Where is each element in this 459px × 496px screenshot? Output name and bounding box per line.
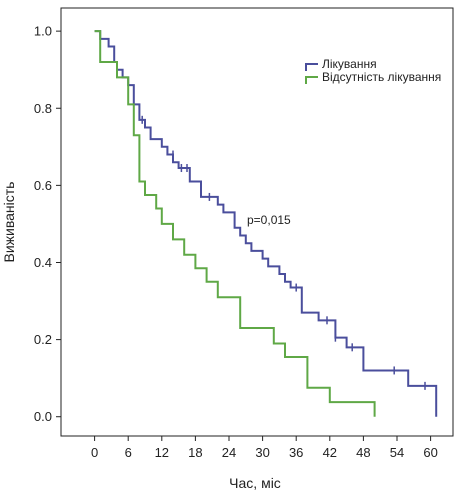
x-tick-label: 24 xyxy=(222,445,236,460)
y-tick-label: 0.6 xyxy=(34,178,52,193)
x-tick-label: 54 xyxy=(390,445,404,460)
legend-label-treatment: Лікування xyxy=(322,57,377,71)
y-axis: 0.0 0.2 0.4 0.6 0.8 1.0 xyxy=(34,24,61,424)
x-tick-label: 18 xyxy=(188,445,202,460)
x-tick-label: 36 xyxy=(289,445,303,460)
x-tick-label: 6 xyxy=(125,445,132,460)
x-tick-label: 0 xyxy=(91,445,98,460)
plot-frame xyxy=(60,7,454,437)
series-layer xyxy=(94,30,438,417)
x-tick-label: 48 xyxy=(356,445,370,460)
x-axis: 0 6 12 18 24 30 36 42 48 54 60 xyxy=(91,436,438,460)
plot-area xyxy=(60,7,454,437)
x-tick-label: 30 xyxy=(255,445,269,460)
legend: Лікування Відсутність лікування xyxy=(305,57,441,84)
series-line-no-treatment xyxy=(94,30,376,417)
legend-swatch-treatment xyxy=(305,63,318,71)
y-tick-label: 0.0 xyxy=(34,409,52,424)
x-tick-label: 60 xyxy=(423,445,437,460)
x-tick-label: 42 xyxy=(323,445,337,460)
y-tick-label: 0.4 xyxy=(34,255,52,270)
p-value-annotation: p=0,015 xyxy=(247,213,291,227)
x-tick-label: 12 xyxy=(155,445,169,460)
y-tick-label: 1.0 xyxy=(34,24,52,39)
y-axis-title: Виживаність xyxy=(1,182,17,263)
legend-swatch-no-treatment xyxy=(305,76,318,84)
y-tick-label: 0.8 xyxy=(34,101,52,116)
y-tick-label: 0.2 xyxy=(34,332,52,347)
legend-label-no-treatment: Відсутність лікування xyxy=(322,70,441,84)
x-axis-title: Час, міс xyxy=(229,475,281,491)
